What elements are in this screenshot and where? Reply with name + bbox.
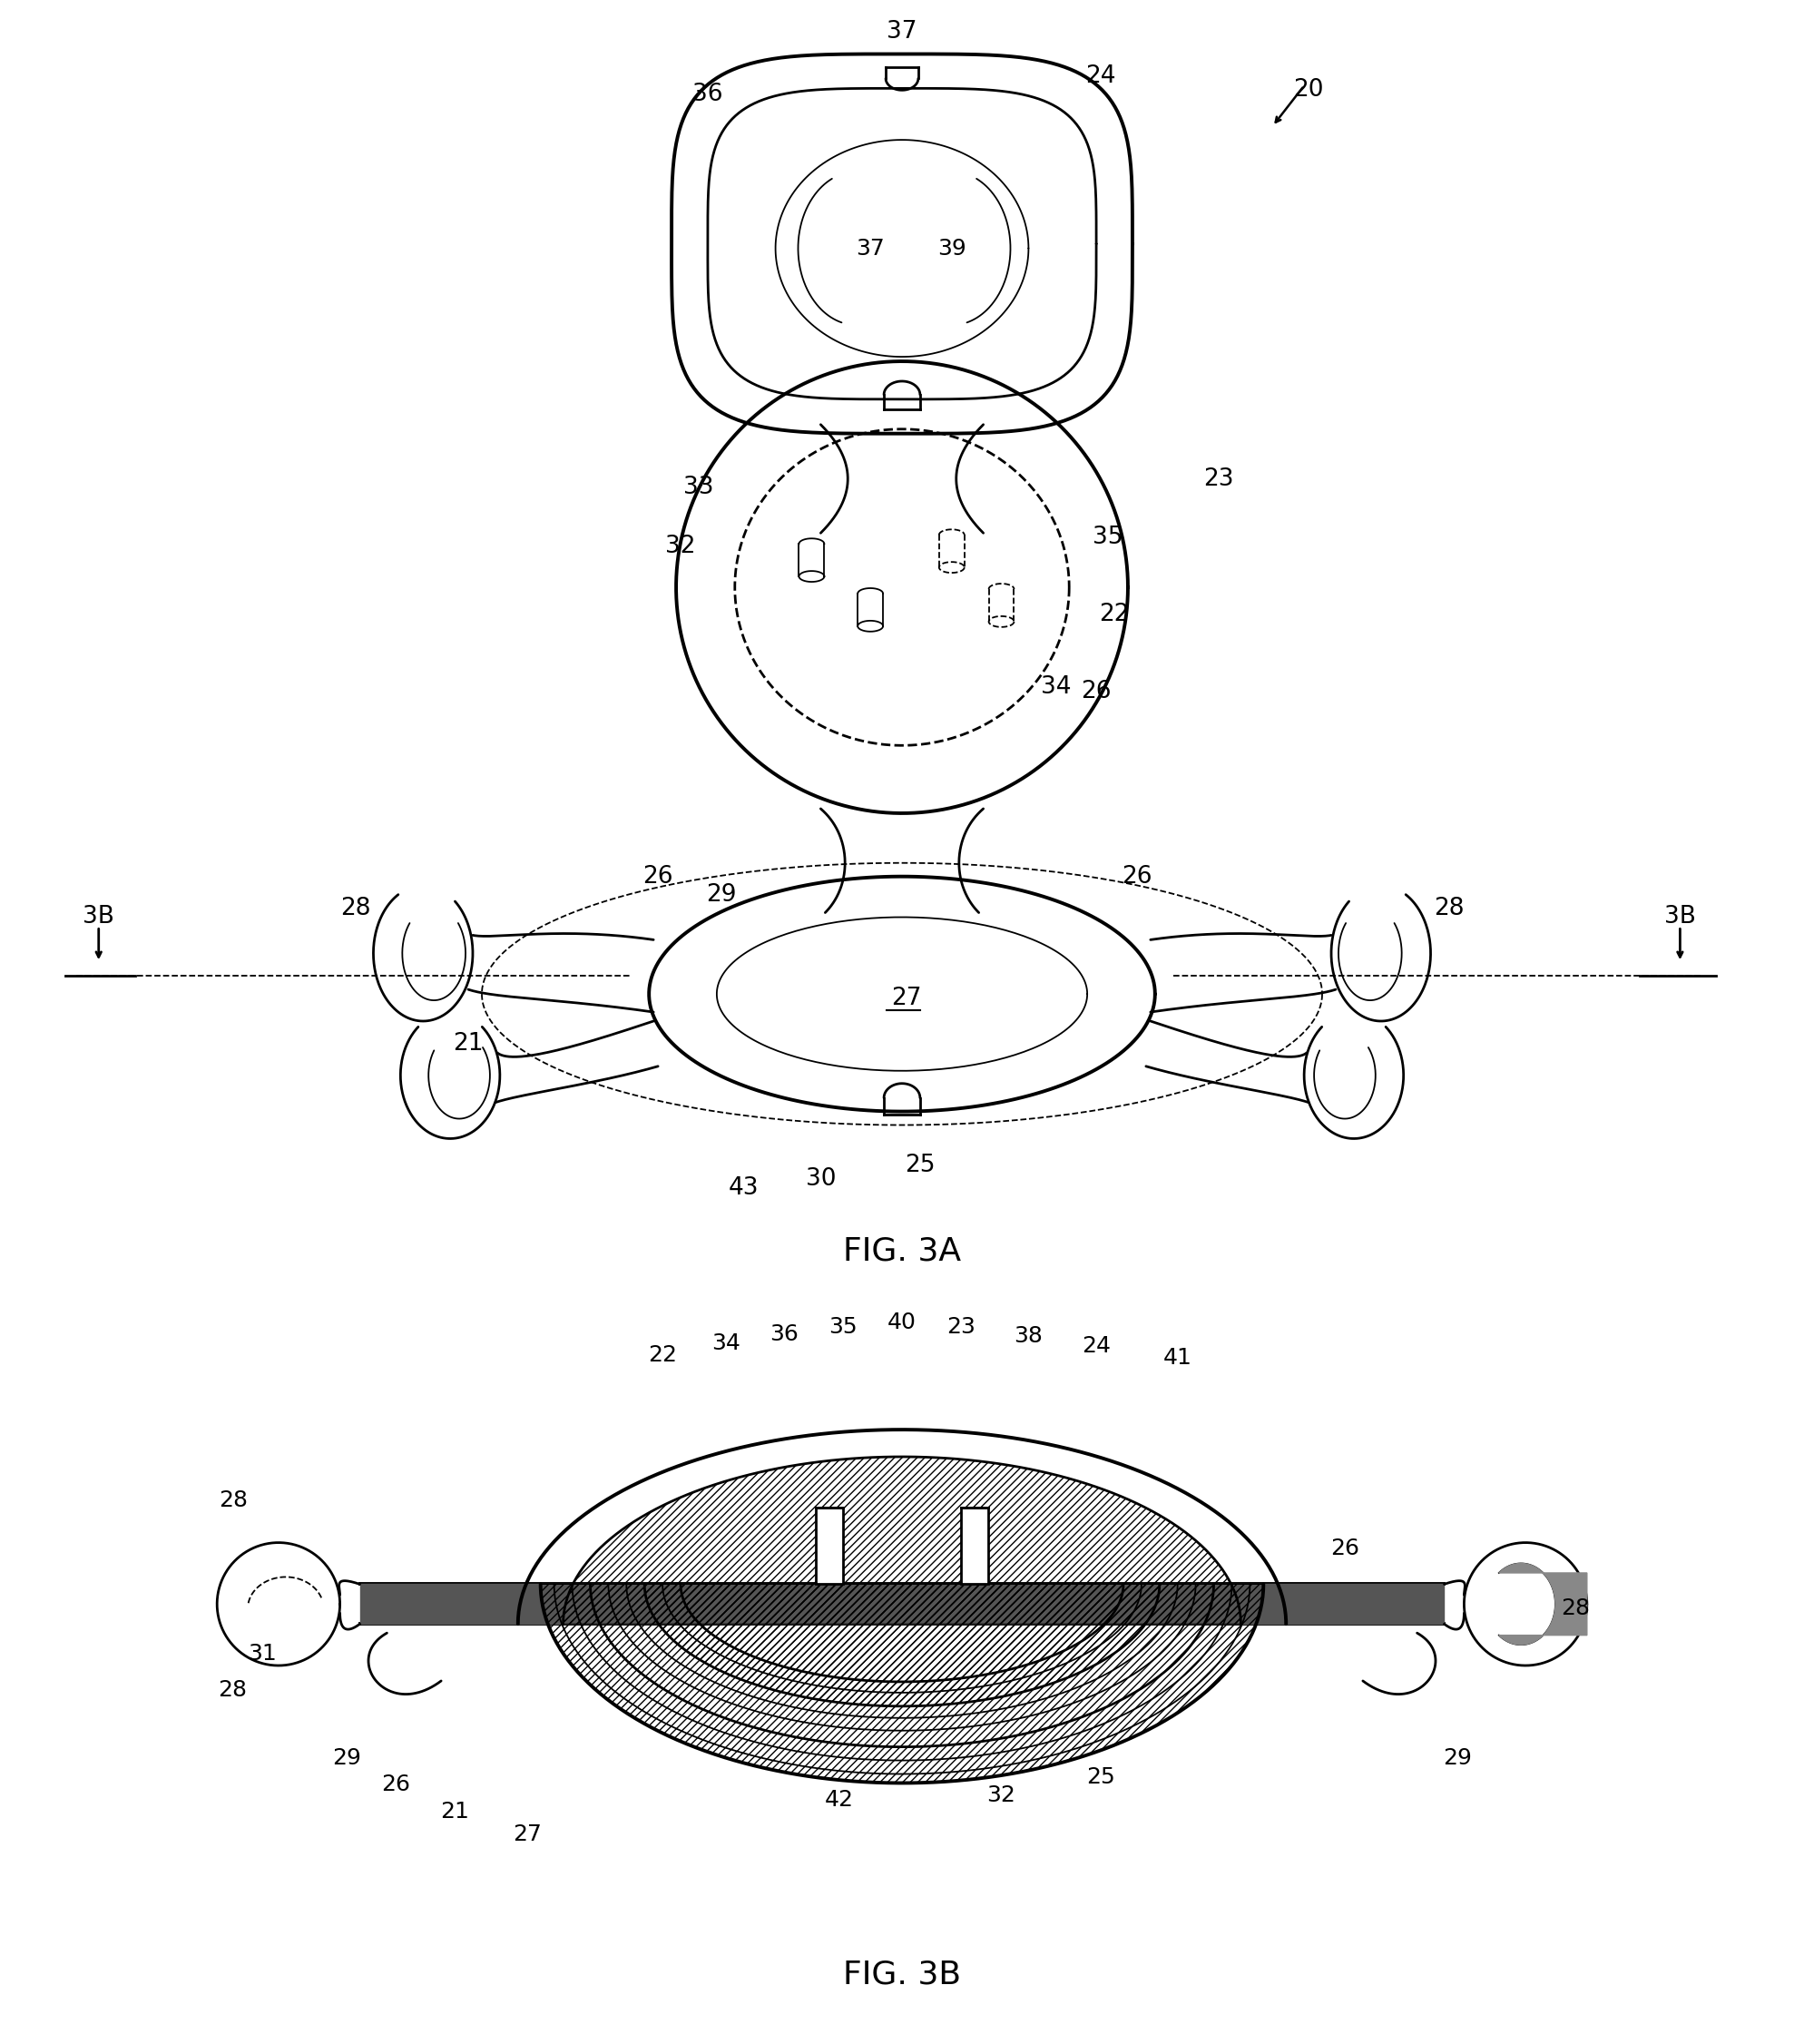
Text: 35: 35	[828, 1316, 857, 1337]
Text: 36: 36	[693, 84, 723, 106]
Text: 36: 36	[770, 1322, 799, 1345]
Text: 27: 27	[891, 987, 922, 1010]
Text: FIG. 3A: FIG. 3A	[842, 1237, 962, 1267]
Text: 21: 21	[440, 1801, 469, 1823]
Text: 3B: 3B	[83, 905, 114, 928]
Text: 22: 22	[1099, 603, 1129, 625]
Text: 28: 28	[341, 897, 370, 920]
Text: 28: 28	[1434, 897, 1463, 920]
Text: 25: 25	[906, 1155, 934, 1177]
Text: 24: 24	[1082, 1335, 1111, 1357]
Text: 41: 41	[1164, 1347, 1192, 1369]
Text: 24: 24	[1086, 65, 1117, 88]
Polygon shape	[1499, 1564, 1588, 1645]
Text: 32: 32	[987, 1784, 1016, 1807]
Text: 21: 21	[453, 1032, 483, 1055]
Text: 30: 30	[805, 1167, 835, 1192]
Text: 29: 29	[332, 1748, 361, 1768]
Text: 26: 26	[381, 1774, 411, 1797]
Text: 26: 26	[1081, 679, 1111, 703]
Text: 34: 34	[711, 1333, 740, 1353]
Text: 28: 28	[1560, 1598, 1589, 1619]
Text: 38: 38	[1014, 1325, 1043, 1347]
Text: 20: 20	[1293, 78, 1324, 102]
Text: 39: 39	[938, 237, 967, 260]
Text: 28: 28	[218, 1490, 247, 1511]
Text: 37: 37	[855, 237, 884, 260]
Text: 31: 31	[247, 1643, 276, 1664]
Polygon shape	[359, 1584, 1445, 1623]
Text: 29: 29	[705, 883, 736, 905]
Text: 23: 23	[1203, 466, 1234, 491]
Bar	[815, 1506, 842, 1584]
Text: 22: 22	[648, 1345, 676, 1365]
Text: 34: 34	[1041, 675, 1072, 699]
Text: 40: 40	[888, 1310, 916, 1333]
Text: 28: 28	[218, 1678, 247, 1701]
Bar	[962, 1506, 989, 1584]
Text: 23: 23	[947, 1316, 976, 1337]
Text: 42: 42	[824, 1788, 853, 1811]
Text: 26: 26	[1122, 865, 1153, 889]
Text: 35: 35	[1093, 525, 1124, 550]
Text: 29: 29	[1443, 1748, 1472, 1768]
Text: 43: 43	[729, 1177, 759, 1200]
Text: 25: 25	[1086, 1766, 1115, 1788]
Text: 37: 37	[888, 20, 916, 43]
Text: 33: 33	[684, 476, 714, 499]
Text: 26: 26	[1330, 1537, 1358, 1560]
Text: FIG. 3B: FIG. 3B	[842, 1960, 962, 1991]
Text: 27: 27	[512, 1823, 541, 1846]
Text: 32: 32	[666, 536, 696, 558]
Text: 3B: 3B	[1665, 905, 1696, 928]
Text: 26: 26	[642, 865, 673, 889]
